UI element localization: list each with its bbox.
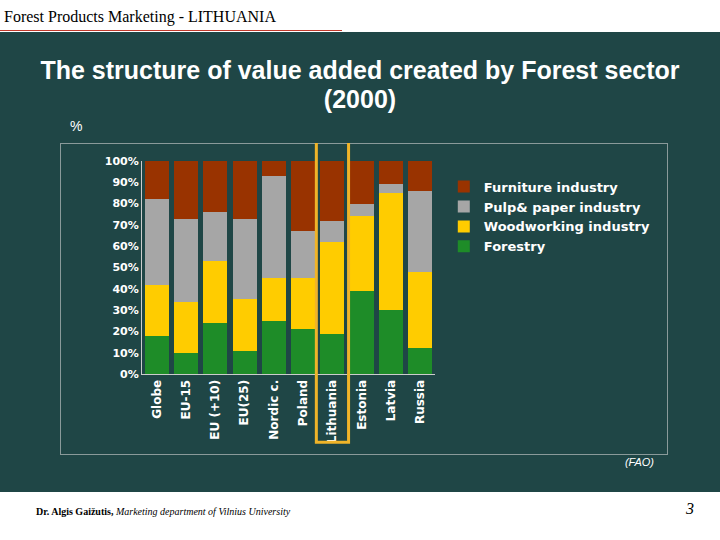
html-text:3: 3 (686, 500, 694, 517)
svg-text:90%: 90% (112, 176, 138, 189)
svg-text:EU-15: EU-15 (179, 380, 193, 420)
svg-text:EU (+10): EU (+10) (208, 380, 222, 440)
svg-text:80%: 80% (112, 197, 138, 210)
svg-text:Estonia: Estonia (355, 380, 369, 430)
svg-text:10%: 10% (112, 347, 138, 360)
svg-text:Russia: Russia (413, 380, 427, 424)
html-text:(FAO): (FAO) (624, 456, 654, 468)
svg-text:30%: 30% (112, 304, 138, 317)
svg-text:Poland: Poland (296, 380, 310, 426)
svg-text:0%: 0% (120, 368, 139, 381)
svg-text:EU(25): EU(25) (237, 380, 251, 426)
svg-text:Furniture industry: Furniture industry (484, 180, 618, 195)
svg-text:70%: 70% (112, 219, 138, 232)
svg-text:Latvia: Latvia (384, 380, 398, 422)
svg-text:Pulp& paper industry: Pulp& paper industry (484, 200, 641, 215)
svg-text:Globe: Globe (150, 380, 164, 419)
svg-text:Forestry: Forestry (484, 239, 546, 254)
html-text:Dr. Algis Gaižutis, Marketing: Dr. Algis Gaižutis, Marketing department… (36, 506, 291, 517)
html-text:The structure of value added c: The structure of value added created by … (40, 56, 680, 113)
svg-text:Lithuania: Lithuania (325, 380, 339, 443)
svg-text:40%: 40% (112, 283, 138, 296)
svg-text:50%: 50% (112, 261, 138, 274)
svg-text:20%: 20% (112, 325, 138, 338)
svg-text:60%: 60% (112, 240, 138, 253)
svg-text:100%: 100% (105, 155, 139, 168)
svg-text:Woodworking industry: Woodworking industry (484, 219, 650, 234)
svg-text:Nordic c.: Nordic c. (267, 380, 281, 440)
html-text:Forest Products Marketing - LI: Forest Products Marketing - LITHUANIA (4, 8, 276, 25)
